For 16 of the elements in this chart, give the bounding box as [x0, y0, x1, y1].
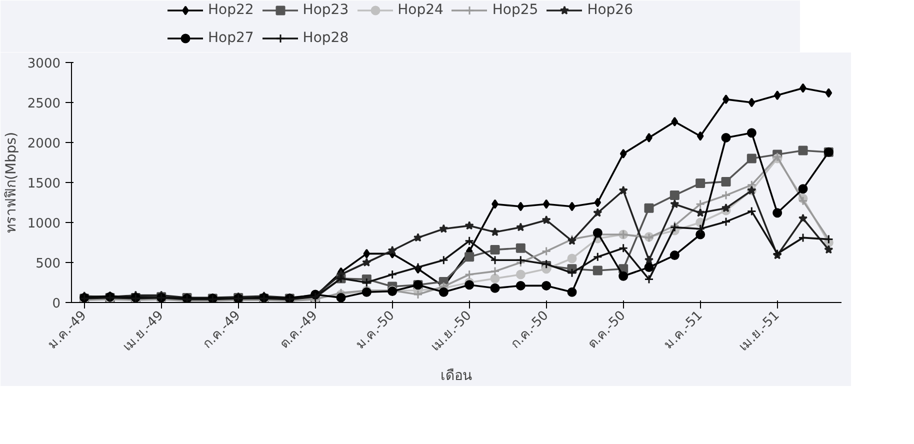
y-tick-label: 500 — [36, 256, 61, 272]
legend-label: Hop22 — [208, 2, 254, 18]
legend-label: Hop27 — [208, 30, 254, 46]
y-tick-label: 2000 — [27, 136, 61, 152]
y-tick-label: 3000 — [27, 56, 61, 72]
y-axis-title: ทราฟฟิก(Mbps) — [3, 132, 20, 234]
legend-label: Hop24 — [398, 2, 444, 18]
legend-label: Hop28 — [302, 30, 349, 46]
x-axis-title: เดือน — [440, 368, 472, 384]
y-tick-label: 1500 — [27, 176, 61, 192]
y-tick-label: 0 — [52, 296, 61, 312]
legend-label: Hop23 — [302, 2, 349, 18]
y-tick-label: 2500 — [27, 96, 61, 112]
legend-label: Hop25 — [492, 2, 538, 18]
y-tick-label: 1000 — [27, 216, 61, 232]
legend-label: Hop26 — [587, 2, 633, 18]
